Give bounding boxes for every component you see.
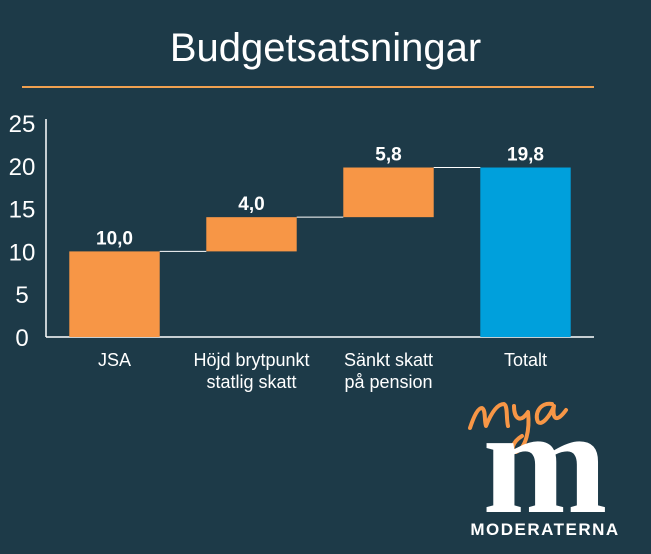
bar	[69, 251, 160, 337]
title-divider	[22, 86, 594, 88]
y-tick-label: 20	[9, 154, 36, 181]
data-label: 19,8	[507, 145, 544, 166]
bar	[480, 167, 571, 337]
data-label: 5,8	[375, 145, 401, 166]
nya-script	[468, 401, 568, 454]
logo-wordmark: MODERATERNA	[470, 520, 619, 539]
chart-title: Budgetsatsningar	[169, 26, 482, 70]
y-tick-label: 5	[15, 282, 28, 309]
bar	[343, 167, 434, 218]
bar	[206, 217, 297, 252]
x-tick-label: statlig skatt	[206, 372, 296, 392]
y-tick-label: 10	[9, 239, 36, 266]
y-tick-label: 15	[9, 197, 36, 224]
x-tick-label: Sänkt skatt	[344, 350, 433, 370]
x-tick-label: JSA	[98, 350, 131, 370]
x-tick-label: Totalt	[504, 350, 547, 370]
x-tick-label: på pension	[344, 372, 432, 392]
logo-letter-m: m	[483, 379, 608, 545]
x-tick-label: Höjd brytpunkt	[193, 350, 309, 370]
data-label: 10,0	[96, 228, 133, 249]
y-tick-label: 25	[9, 111, 36, 138]
y-tick-label: 0	[15, 325, 28, 352]
data-label: 4,0	[238, 194, 264, 215]
